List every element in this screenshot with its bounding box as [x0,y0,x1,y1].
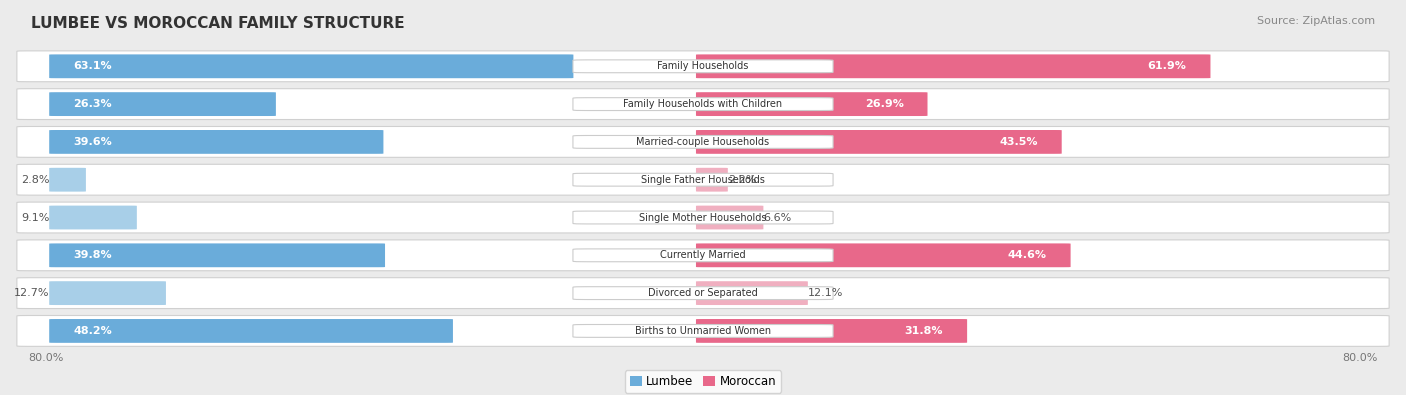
FancyBboxPatch shape [574,249,832,262]
FancyBboxPatch shape [574,287,832,299]
FancyBboxPatch shape [574,173,832,186]
FancyBboxPatch shape [574,211,832,224]
FancyBboxPatch shape [17,89,1389,120]
Text: 26.9%: 26.9% [865,99,904,109]
FancyBboxPatch shape [696,281,808,305]
FancyBboxPatch shape [574,135,832,149]
FancyBboxPatch shape [696,92,928,116]
FancyBboxPatch shape [574,325,832,337]
Text: 9.1%: 9.1% [21,213,49,222]
Text: 80.0%: 80.0% [1343,353,1378,363]
FancyBboxPatch shape [696,55,1211,78]
Text: Single Father Households: Single Father Households [641,175,765,185]
FancyBboxPatch shape [696,130,1062,154]
FancyBboxPatch shape [49,92,276,116]
Legend: Lumbee, Moroccan: Lumbee, Moroccan [626,370,780,393]
FancyBboxPatch shape [696,319,967,343]
Text: Family Households with Children: Family Households with Children [623,99,783,109]
Text: Source: ZipAtlas.com: Source: ZipAtlas.com [1257,16,1375,26]
Text: Births to Unmarried Women: Births to Unmarried Women [636,326,770,336]
FancyBboxPatch shape [49,243,385,267]
Text: Single Mother Households: Single Mother Households [640,213,766,222]
Text: 39.8%: 39.8% [73,250,111,260]
FancyBboxPatch shape [574,98,832,111]
FancyBboxPatch shape [696,206,763,229]
Text: 44.6%: 44.6% [1008,250,1046,260]
Text: Currently Married: Currently Married [661,250,745,260]
FancyBboxPatch shape [49,55,574,78]
FancyBboxPatch shape [17,51,1389,82]
Text: 48.2%: 48.2% [73,326,112,336]
FancyBboxPatch shape [49,206,136,229]
Text: 80.0%: 80.0% [28,353,63,363]
Text: 39.6%: 39.6% [73,137,112,147]
Text: Divorced or Separated: Divorced or Separated [648,288,758,298]
FancyBboxPatch shape [17,164,1389,195]
FancyBboxPatch shape [17,126,1389,157]
Text: 2.2%: 2.2% [728,175,756,185]
FancyBboxPatch shape [696,168,728,192]
FancyBboxPatch shape [17,278,1389,308]
FancyBboxPatch shape [49,319,453,343]
Text: 12.1%: 12.1% [808,288,844,298]
Text: 2.8%: 2.8% [21,175,49,185]
Text: Married-couple Households: Married-couple Households [637,137,769,147]
FancyBboxPatch shape [17,316,1389,346]
FancyBboxPatch shape [696,243,1070,267]
Text: 61.9%: 61.9% [1147,61,1187,71]
Text: 26.3%: 26.3% [73,99,111,109]
Text: Family Households: Family Households [658,61,748,71]
FancyBboxPatch shape [574,60,832,73]
FancyBboxPatch shape [49,130,384,154]
Text: 43.5%: 43.5% [1000,137,1038,147]
Text: 6.6%: 6.6% [763,213,792,222]
Text: LUMBEE VS MOROCCAN FAMILY STRUCTURE: LUMBEE VS MOROCCAN FAMILY STRUCTURE [31,16,405,31]
Text: 12.7%: 12.7% [14,288,49,298]
FancyBboxPatch shape [17,240,1389,271]
Text: 63.1%: 63.1% [73,61,111,71]
FancyBboxPatch shape [17,202,1389,233]
FancyBboxPatch shape [49,168,86,192]
FancyBboxPatch shape [49,281,166,305]
Text: 31.8%: 31.8% [904,326,943,336]
